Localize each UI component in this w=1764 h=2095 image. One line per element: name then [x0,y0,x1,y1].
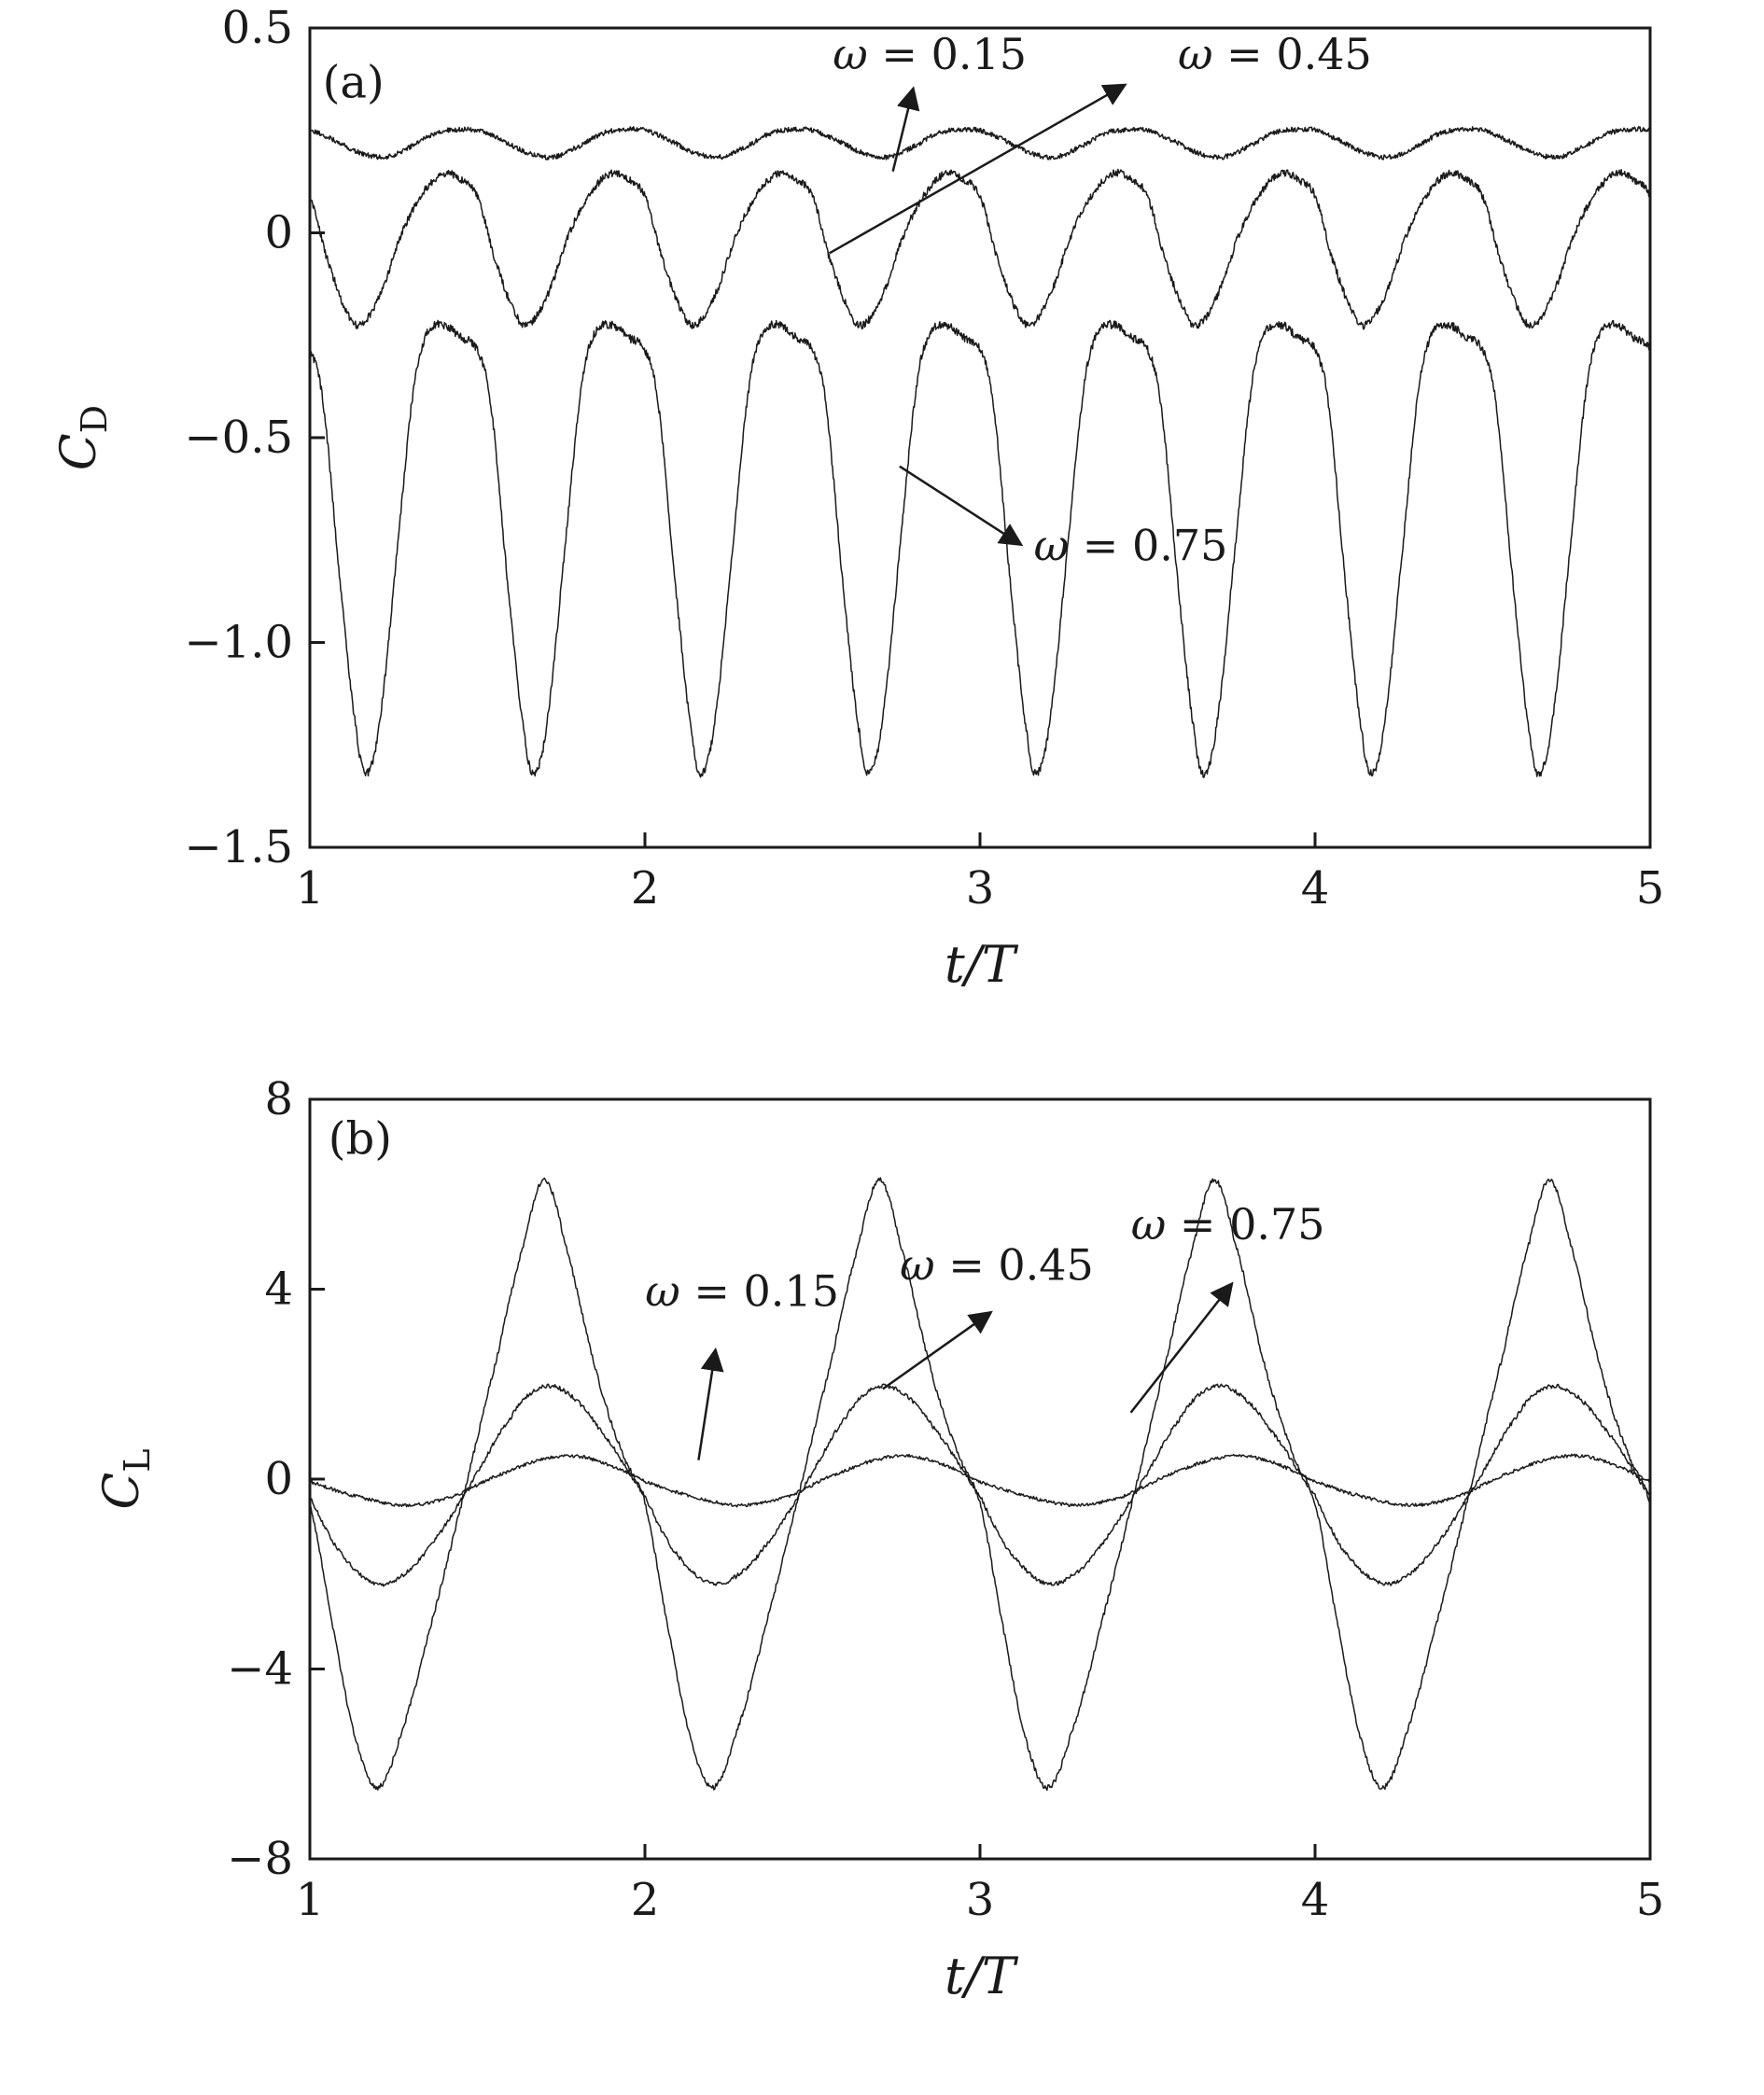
y-axis-tick-label: 8 [264,1073,293,1125]
y-axis-tick-label: −4 [227,1643,293,1696]
x-axis-tick-label: 2 [631,1874,660,1926]
y-axis-tick-label: −1.0 [184,617,293,669]
series-line-ω=0.75 [309,1177,1651,1792]
y-axis-tick-label: 0 [264,207,293,259]
annotation-arrow [899,465,1024,547]
y-axis-tick-label: −0.5 [184,412,293,464]
y-axis-tick-label: 0.5 [222,2,293,54]
plot-frame [308,1097,1652,1861]
annotation-label: ω = 0.45 [1178,29,1372,79]
y-axis-tick-label: −1.5 [184,821,293,873]
annotation-arrow [828,83,1127,255]
annotation-label: ω = 0.75 [1034,521,1228,571]
y-axis-label: CD [51,405,115,470]
y-axis-tick-label: 0 [264,1453,293,1505]
series-line-ω=0.45 [309,1383,1651,1587]
x-axis-tick-label: 1 [296,862,325,915]
x-axis-tick-label: 4 [1301,862,1330,915]
annotation-label: ω = 0.15 [833,29,1027,79]
x-axis-tick-label: 5 [1636,1874,1665,1926]
y-axis-tick-label: −8 [227,1833,293,1885]
x-axis-tick-label: 2 [631,862,660,915]
series-line-ω=0.75 [309,319,1651,778]
chart-panel-b: 1 2 3 4 5 8 4 0 −4 −8 ω = 0.15 ω = 0.45 ω = 0.75 (b) t… [94,1073,1665,2005]
annotation-label: ω = 0.45 [900,1239,1094,1290]
y-axis-tick-label: 4 [264,1264,293,1316]
x-axis-label: t/T [945,1947,1019,2005]
x-axis-tick-label: 5 [1636,862,1665,915]
x-axis-tick-label: 3 [966,1874,995,1926]
x-axis-tick-label: 1 [296,1874,325,1926]
chart-panel-a: 1 2 3 4 5 0.5 0 −0.5 −1.0 −1.5 ω = 0.15 ω = 0.45 ω =… [51,2,1665,994]
annotation-label: ω = 0.15 [645,1265,839,1316]
y-axis-label: CL [94,1448,158,1509]
annotation-arrow [882,1310,993,1390]
x-axis-label: t/T [945,935,1019,994]
x-axis-tick-label: 4 [1301,1874,1330,1926]
panel-a: 1 2 3 4 5 0.5 0 −0.5 −1.0 −1.5 ω = 0.15 ω = 0.45 ω =… [0,0,1764,1045]
panel-letter: (a) [323,57,385,109]
annotation-arrow [1129,1281,1234,1414]
annotation-arrow [697,1347,724,1460]
panel-letter: (b) [329,1113,392,1166]
series-line-ω=0.45 [309,168,1651,330]
series-line-ω=0.15 [309,126,1651,161]
annotation-arrow [891,86,920,172]
x-axis-tick-label: 3 [966,862,995,915]
plot-frame [308,26,1652,849]
series-line-ω=0.15 [309,1453,1651,1508]
panel-b: 1 2 3 4 5 8 4 0 −4 −8 ω = 0.15 ω = 0.45 ω = 0.75 (b) t… [0,1045,1764,2095]
annotation-label: ω = 0.75 [1131,1199,1325,1250]
